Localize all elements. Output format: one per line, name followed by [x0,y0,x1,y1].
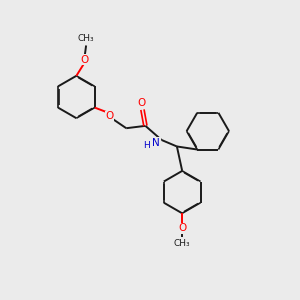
Text: O: O [138,98,146,108]
Text: N: N [152,138,160,148]
Text: O: O [105,111,114,122]
Text: O: O [80,55,89,64]
Text: CH₃: CH₃ [174,239,190,248]
Text: O: O [178,223,186,233]
Text: CH₃: CH₃ [78,34,94,43]
Text: H: H [143,141,150,150]
